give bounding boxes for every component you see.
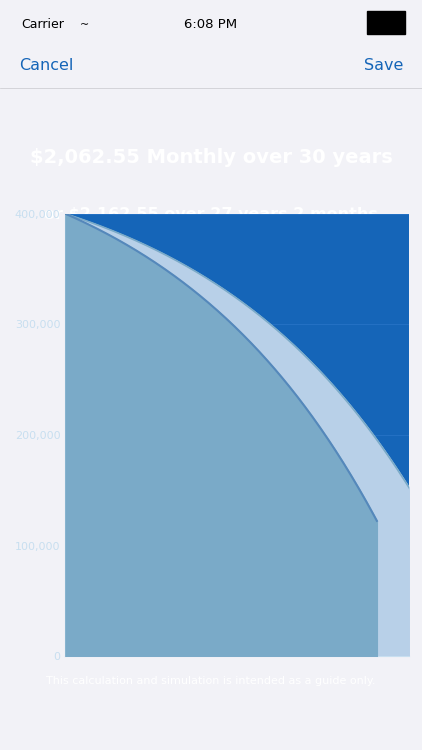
Text: Cancel: Cancel xyxy=(19,58,73,74)
Text: This calculation and simulation is intended as a guide only.: This calculation and simulation is inten… xyxy=(46,676,376,686)
Text: Save: Save xyxy=(364,58,403,74)
Text: $2,062.55 Monthly over 30 years: $2,062.55 Monthly over 30 years xyxy=(30,148,392,167)
FancyBboxPatch shape xyxy=(367,11,405,34)
Text: 6:08 PM: 6:08 PM xyxy=(184,18,238,32)
Text: or $2,162.55 over 27 years 2 months: or $2,162.55 over 27 years 2 months xyxy=(44,207,378,222)
Text: Carrier: Carrier xyxy=(21,18,64,32)
Text: ~: ~ xyxy=(80,20,89,30)
